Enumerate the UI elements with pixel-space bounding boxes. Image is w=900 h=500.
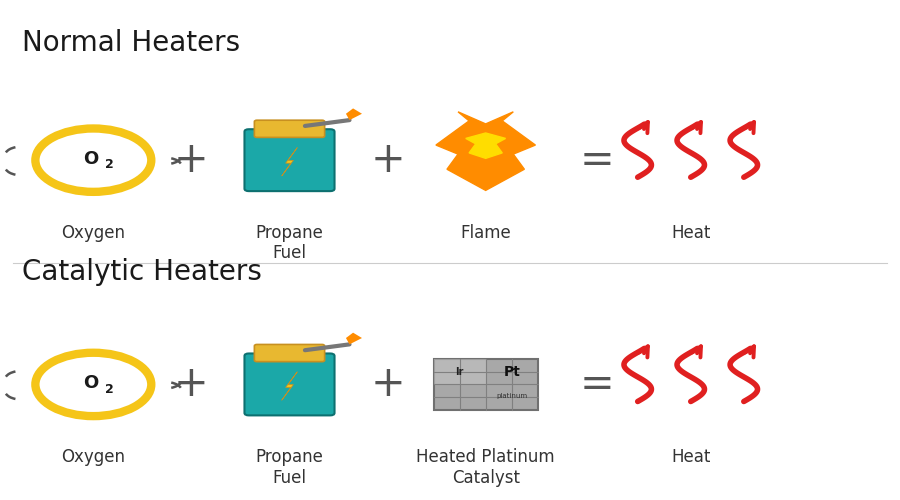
Polygon shape <box>436 112 536 190</box>
Text: Heat: Heat <box>671 448 710 466</box>
Text: Pt: Pt <box>503 365 520 379</box>
Text: Heat: Heat <box>671 224 710 242</box>
FancyBboxPatch shape <box>434 359 538 410</box>
Text: Normal Heaters: Normal Heaters <box>22 28 240 56</box>
Text: Oxygen: Oxygen <box>61 224 125 242</box>
Text: Propane
Fuel: Propane Fuel <box>256 448 323 486</box>
Circle shape <box>46 134 141 186</box>
Polygon shape <box>282 372 297 400</box>
Polygon shape <box>466 133 506 158</box>
Circle shape <box>46 358 141 410</box>
Text: =: = <box>580 139 615 181</box>
Text: O: O <box>83 150 98 168</box>
Text: 2: 2 <box>105 158 114 172</box>
Text: +: + <box>174 364 209 406</box>
Text: platinum: platinum <box>496 392 527 398</box>
Polygon shape <box>346 108 362 120</box>
FancyBboxPatch shape <box>245 354 335 416</box>
Text: O: O <box>83 374 98 392</box>
Text: Heated Platinum
Catalyst: Heated Platinum Catalyst <box>417 448 555 486</box>
Polygon shape <box>282 148 297 176</box>
Text: Flame: Flame <box>460 224 511 242</box>
Text: +: + <box>370 364 405 406</box>
Text: 2: 2 <box>105 382 114 396</box>
Text: Ir: Ir <box>455 367 464 377</box>
FancyBboxPatch shape <box>434 359 486 384</box>
FancyBboxPatch shape <box>245 129 335 191</box>
FancyBboxPatch shape <box>255 344 325 362</box>
Text: Propane
Fuel: Propane Fuel <box>256 224 323 262</box>
Polygon shape <box>346 332 362 344</box>
Text: Catalytic Heaters: Catalytic Heaters <box>22 258 262 285</box>
Text: Oxygen: Oxygen <box>61 448 125 466</box>
FancyBboxPatch shape <box>255 120 325 138</box>
Text: +: + <box>370 139 405 181</box>
Text: +: + <box>174 139 209 181</box>
Text: =: = <box>580 364 615 406</box>
